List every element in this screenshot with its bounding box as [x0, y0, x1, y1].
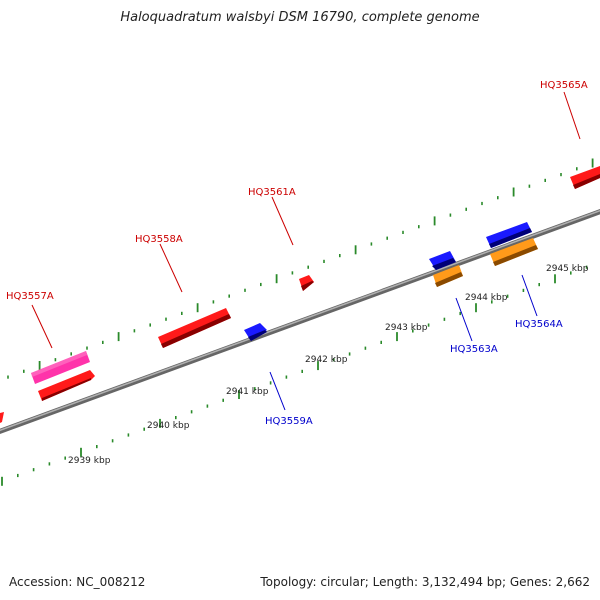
ruler-label: 2939 kbp — [68, 456, 111, 466]
label-leader-lines — [31, 91, 581, 411]
gene-feature-blue[interactable] — [429, 251, 456, 270]
accession-label: Accession: NC_008212 — [9, 575, 146, 589]
gene-feature-orange[interactable] — [490, 238, 538, 266]
gene-feature-red[interactable] — [38, 370, 95, 401]
ruler-label: 2941 kbp — [226, 387, 269, 397]
ruler-label: 2943 kbp — [385, 323, 428, 333]
gene-label-reverse[interactable]: HQ3559A — [265, 416, 313, 427]
gene-features — [0, 166, 600, 423]
ruler-label: 2945 kbp — [546, 264, 589, 274]
gene-label-forward[interactable]: HQ3558A — [135, 234, 183, 245]
ruler-label: 2942 kbp — [305, 355, 348, 365]
gene-feature-orange[interactable] — [433, 265, 463, 287]
ruler-label: 2944 kbp — [465, 293, 508, 303]
gene-label-forward[interactable]: HQ3561A — [248, 187, 296, 198]
gene-feature-red[interactable] — [570, 166, 600, 189]
forward-tick-row — [7, 158, 594, 379]
gene-labels: HQ3557A HQ3558A HQ3561A HQ3565A HQ3559A … — [6, 80, 588, 427]
gene-feature-blue[interactable] — [486, 222, 532, 248]
gene-label-reverse[interactable]: HQ3564A — [515, 319, 563, 330]
genome-summary: Topology: circular; Length: 3,132,494 bp… — [260, 575, 590, 589]
reverse-tick-row — [1, 265, 588, 486]
genome-title: Haloquadratum walsbyi DSM 16790, complet… — [120, 10, 480, 25]
gene-feature-pink[interactable] — [31, 351, 90, 384]
gene-feature-red[interactable] — [158, 308, 231, 348]
gene-label-forward[interactable]: HQ3565A — [540, 80, 588, 91]
gene-label-forward[interactable]: HQ3557A — [6, 291, 54, 302]
gene-feature-red[interactable] — [299, 275, 314, 291]
genome-backbone — [0, 208, 600, 435]
gene-feature-red-partial[interactable] — [0, 412, 4, 423]
gene-label-reverse[interactable]: HQ3563A — [450, 344, 498, 355]
gene-feature-blue[interactable] — [244, 323, 267, 341]
ruler-labels: 2939 kbp 2940 kbp 2941 kbp 2942 kbp 2943… — [68, 264, 589, 466]
ruler-label: 2940 kbp — [147, 421, 190, 431]
